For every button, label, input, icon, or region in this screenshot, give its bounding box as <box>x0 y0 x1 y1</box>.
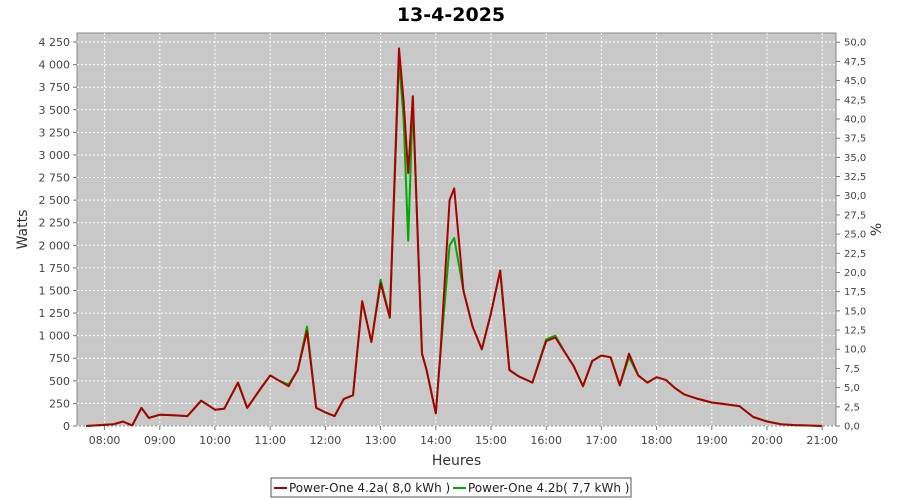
y2-tick-label: 35,0 <box>844 153 866 164</box>
y-tick-label: 2 500 <box>39 194 71 207</box>
y2-tick-label: 32,5 <box>844 172 866 183</box>
y-tick-label: 1 000 <box>39 330 71 343</box>
y-tick-label: 4 250 <box>39 36 71 49</box>
x-tick-label: 12:00 <box>310 434 342 447</box>
y-tick-label: 1 500 <box>39 284 71 297</box>
x-tick-label: 20:00 <box>751 434 783 447</box>
y2-tick-label: 42,5 <box>844 95 866 106</box>
chart-title: 13-4-2025 <box>397 4 505 26</box>
y2-tick-label: 15,0 <box>844 306 866 317</box>
y-axis-label: Watts <box>15 210 31 250</box>
y-axis-right: 0,0 2,5 5,0 7,5 10,0 12,5 15,0 17,5 20,0 22,5 25,0… <box>836 38 866 433</box>
y2-tick-label: 37,5 <box>844 134 866 145</box>
x-axis-label: Heures <box>432 453 481 469</box>
y2-tick-label: 22,5 <box>844 249 866 260</box>
y-tick-label: 3 000 <box>39 149 71 162</box>
y-tick-label: 750 <box>49 352 70 365</box>
y-tick-label: 250 <box>49 397 70 410</box>
y-tick-label: 3 500 <box>39 104 71 117</box>
x-tick-label: 16:00 <box>530 434 562 447</box>
y2-tick-label: 47,5 <box>844 57 866 68</box>
x-tick-label: 14:00 <box>420 434 452 447</box>
y-tick-label: 1 750 <box>39 262 71 275</box>
y2-tick-label: 5,0 <box>844 383 860 394</box>
y-tick-label: 3 250 <box>39 126 71 139</box>
y2-tick-label: 25,0 <box>844 230 866 241</box>
y2-axis-label: % <box>869 223 885 236</box>
x-tick-label: 18:00 <box>641 434 673 447</box>
y2-tick-label: 45,0 <box>844 76 866 87</box>
y-tick-label: 2 000 <box>39 239 71 252</box>
x-tick-label: 10:00 <box>199 434 231 447</box>
y-tick-label: 4 000 <box>39 59 71 72</box>
y2-tick-label: 40,0 <box>844 114 866 125</box>
x-tick-label: 21:00 <box>806 434 838 447</box>
y2-tick-label: 2,5 <box>844 402 860 413</box>
y-axis-left: 0 250 500 750 1 000 1 250 1 500 1 750 2 000 2 250… <box>39 36 78 433</box>
y-tick-label: 3 750 <box>39 81 71 94</box>
y2-tick-label: 7,5 <box>844 364 860 375</box>
x-axis: 08:00 09:00 10:00 11:00 12:00 13:00 14:00 15:00… <box>89 426 838 447</box>
y2-tick-label: 27,5 <box>844 210 866 221</box>
x-tick-label: 15:00 <box>475 434 507 447</box>
y2-tick-label: 20,0 <box>844 268 866 279</box>
legend-label-series-b: Power-One 4.2b( 7,7 kWh ) <box>468 481 629 495</box>
x-tick-label: 08:00 <box>89 434 121 447</box>
x-tick-label: 17:00 <box>586 434 618 447</box>
y2-tick-label: 12,5 <box>844 326 866 337</box>
y2-tick-label: 30,0 <box>844 191 866 202</box>
y2-tick-label: 17,5 <box>844 287 866 298</box>
y-tick-label: 500 <box>49 375 70 388</box>
y2-tick-label: 0,0 <box>844 422 860 433</box>
legend: Power-One 4.2a( 8,0 kWh ) Power-One 4.2b… <box>271 478 631 497</box>
y-tick-label: 0 <box>63 420 70 433</box>
y2-tick-label: 50,0 <box>844 38 866 49</box>
x-tick-label: 19:00 <box>696 434 728 447</box>
x-tick-label: 13:00 <box>365 434 397 447</box>
x-tick-label: 09:00 <box>144 434 176 447</box>
legend-label-series-a: Power-One 4.2a( 8,0 kWh ) <box>289 481 450 495</box>
y-tick-label: 2 250 <box>39 217 71 230</box>
y-tick-label: 1 250 <box>39 307 71 320</box>
plot-area <box>77 33 836 426</box>
x-tick-label: 11:00 <box>254 434 286 447</box>
y-tick-label: 2 750 <box>39 172 71 185</box>
y2-tick-label: 10,0 <box>844 345 866 356</box>
